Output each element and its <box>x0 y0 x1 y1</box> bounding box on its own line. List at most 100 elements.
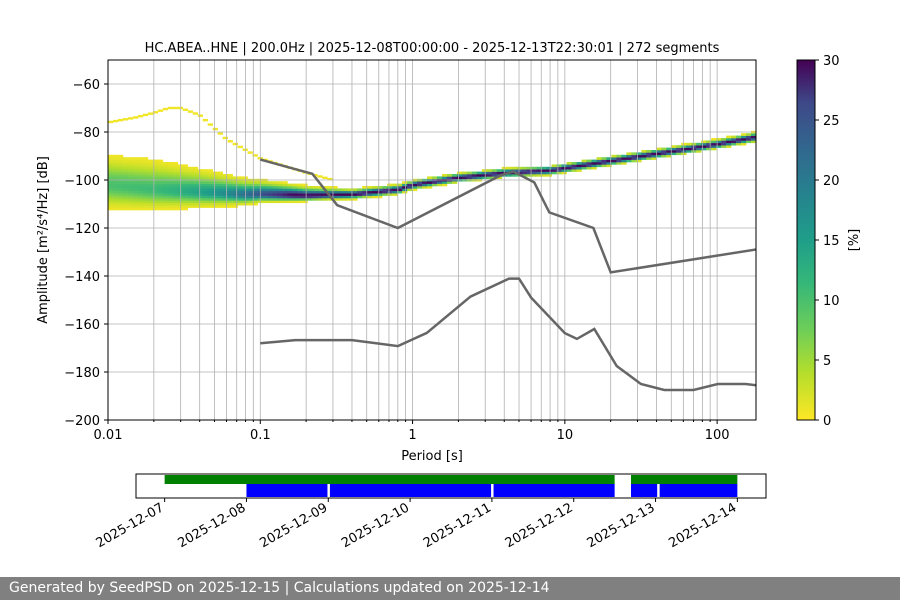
heatmap-cell <box>262 188 268 192</box>
heatmap-cell <box>531 166 537 170</box>
heatmap-cell <box>302 200 308 204</box>
heatmap-cell <box>167 207 174 211</box>
heatmap-cell <box>122 171 129 175</box>
heatmap-cell <box>412 188 418 192</box>
heatmap-cell <box>217 186 223 189</box>
heatmap-cell <box>496 176 503 180</box>
heatmap-cell <box>122 193 129 196</box>
heatmap-cell <box>147 205 154 208</box>
heatmap-cell <box>122 181 129 184</box>
heatmap-cell <box>142 181 149 184</box>
heatmap-cell <box>591 166 597 170</box>
timeline-tick-label: 2025-12-07 <box>94 500 167 551</box>
heatmap-cell <box>222 188 228 192</box>
heatmap-cell <box>122 174 129 177</box>
heatmap-cell <box>486 174 493 177</box>
heatmap-cell <box>222 205 228 208</box>
timeline-tick-label: 2025-12-08 <box>176 500 249 551</box>
heatmap-cell <box>586 162 592 165</box>
heatmap-cell <box>232 190 238 194</box>
heatmap-cell <box>656 152 662 156</box>
heatmap-cell <box>337 188 343 192</box>
heatmap-cell <box>137 174 144 177</box>
heatmap-cell <box>661 154 667 158</box>
heatmap-cell <box>127 181 134 184</box>
heatmap-cell <box>108 193 114 196</box>
heatmap-cell <box>117 207 124 211</box>
heatmap-cell <box>581 166 587 170</box>
heatmap-cell <box>232 186 238 189</box>
heatmap-cell <box>157 188 164 192</box>
heatmap-cell <box>217 188 223 192</box>
heatmap-cell <box>571 166 577 170</box>
heatmap-cell <box>307 195 313 199</box>
heatmap-cell <box>167 164 174 168</box>
heatmap-cell <box>352 188 358 192</box>
heatmap-cell <box>162 188 169 192</box>
heatmap-outlier-cell <box>197 114 204 117</box>
heatmap-cell <box>521 174 528 177</box>
y-tick-label: −160 <box>64 318 100 333</box>
heatmap-cell <box>157 166 164 170</box>
heatmap-cell <box>137 207 144 211</box>
heatmap-cell <box>182 164 189 168</box>
availability-timeline: 2025-12-07 2025-12-08 2025-12-09 2025-12-10… <box>94 473 767 551</box>
heatmap-cell <box>112 193 119 196</box>
heatmap-cell <box>342 188 348 192</box>
heatmap-cell <box>152 186 159 189</box>
heatmap-cell <box>471 171 478 175</box>
heatmap-cell <box>671 147 677 151</box>
heatmap-cell <box>576 166 582 170</box>
heatmap-cell <box>232 193 238 196</box>
heatmap-cell <box>556 169 562 172</box>
heatmap-cell <box>127 207 134 211</box>
heatmap-cell <box>197 181 204 184</box>
heatmap-cell <box>666 152 672 156</box>
heatmap-cell <box>182 195 189 199</box>
heatmap-cell <box>227 195 233 199</box>
heatmap-cell <box>571 162 577 165</box>
heatmap-cell <box>481 174 488 177</box>
heatmap-cell <box>726 138 732 141</box>
heatmap-cell <box>666 154 672 158</box>
heatmap-cell <box>252 183 258 187</box>
heatmap-cell <box>187 188 194 192</box>
heatmap-cell <box>372 195 378 199</box>
heatmap-cell <box>317 186 323 189</box>
heatmap-cell <box>217 171 223 175</box>
heatmap-cell <box>446 181 453 184</box>
heatmap-cell <box>152 207 159 211</box>
heatmap-cell <box>387 190 393 194</box>
heatmap-cell <box>432 183 438 187</box>
heatmap-cell <box>661 147 667 151</box>
heatmap-cell <box>561 169 567 172</box>
heatmap-cell <box>746 140 752 144</box>
heatmap-cell <box>122 186 129 189</box>
heatmap-cell <box>332 195 338 199</box>
heatmap-cell <box>122 169 129 172</box>
heatmap-cell <box>217 190 223 194</box>
heatmap-cell <box>736 138 742 141</box>
heatmap-cell <box>232 205 238 208</box>
heatmap-cell <box>282 181 288 184</box>
heatmap-cell <box>576 162 582 165</box>
heatmap-cell <box>377 188 383 192</box>
chart-title: HC.ABEA..HNE | 200.0Hz | 2025-12-08T00:0… <box>145 41 720 56</box>
heatmap-cell <box>122 159 129 163</box>
heatmap-cell <box>202 190 208 194</box>
heatmap-cell <box>362 193 368 196</box>
heatmap-cell <box>122 162 129 165</box>
heatmap-cell <box>227 174 233 177</box>
heatmap-cell <box>112 190 119 194</box>
heatmap-cell <box>167 202 174 206</box>
heatmap-cell <box>117 174 124 177</box>
footer-bar: Generated by SeedPSD on 2025-12-15 | Cal… <box>0 577 900 600</box>
heatmap-cell <box>267 200 273 204</box>
heatmap-cell <box>671 150 677 153</box>
heatmap-outlier-cell <box>192 112 199 115</box>
heatmap-cell <box>147 164 154 168</box>
heatmap-cell <box>626 159 632 163</box>
heatmap-cell <box>461 176 468 180</box>
heatmap-cell <box>197 188 204 192</box>
heatmap-cell <box>481 176 488 180</box>
